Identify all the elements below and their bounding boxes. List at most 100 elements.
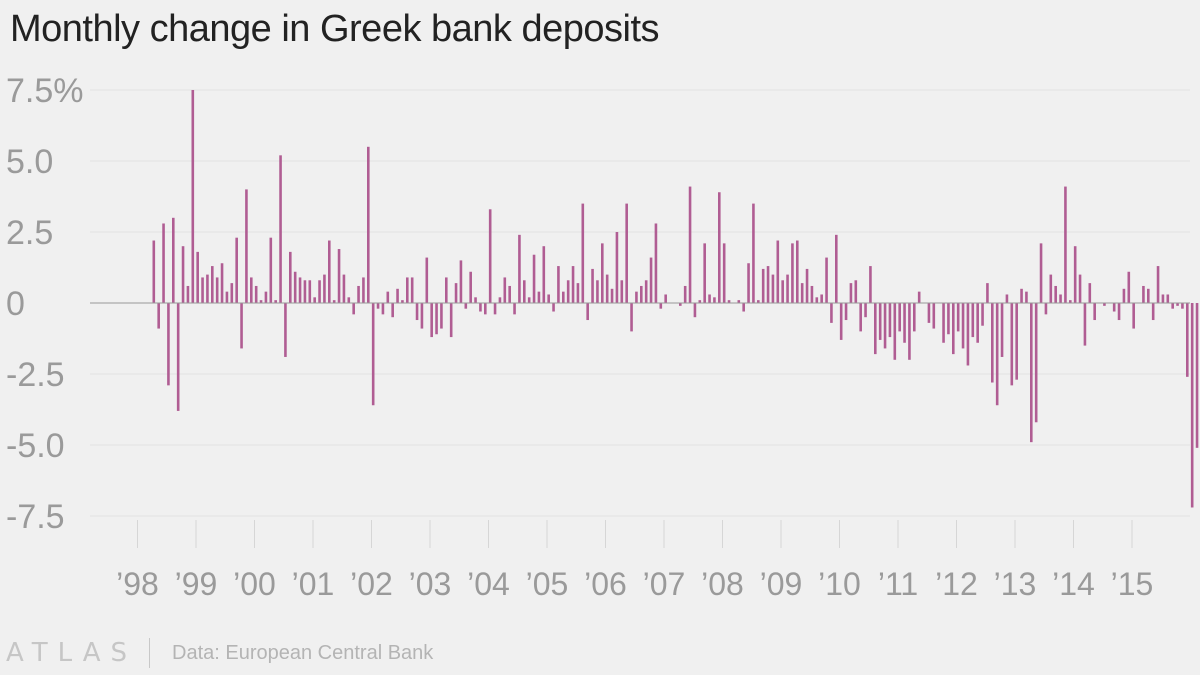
bar — [332, 300, 336, 303]
bar — [1147, 288, 1150, 303]
bar — [152, 240, 156, 303]
bar — [284, 303, 287, 357]
bar — [357, 285, 360, 303]
bar — [640, 285, 643, 303]
bar — [459, 260, 463, 303]
x-tick-label: ’11 — [878, 566, 918, 602]
footer: ATLAS Data: European Central Bank — [6, 636, 433, 670]
bar — [488, 209, 492, 303]
bar — [688, 186, 692, 303]
bar — [615, 232, 619, 303]
bar — [274, 300, 277, 303]
bar — [323, 274, 326, 303]
x-tick-label: ’01 — [292, 566, 335, 602]
bar — [805, 268, 809, 303]
bar — [898, 303, 901, 332]
x-tick-label: ’09 — [760, 566, 803, 602]
bar — [927, 303, 931, 323]
bar — [679, 303, 682, 306]
bar — [167, 303, 170, 386]
bar — [718, 192, 721, 303]
bar — [605, 274, 609, 303]
bar — [854, 280, 858, 303]
bar — [430, 303, 433, 338]
bar — [995, 303, 999, 406]
x-tick-label: ’08 — [701, 566, 744, 602]
bar — [493, 303, 497, 315]
bar — [991, 303, 994, 383]
x-axis-ticks: ’98 ’99 ’00 ’01 ’02 ’03 ’04 ’05 ’06 ’07 ’08 ’09 ’10 ’… — [116, 566, 1153, 602]
x-tick-label: ’12 — [935, 566, 978, 602]
bar — [1054, 285, 1057, 303]
bar — [1030, 303, 1033, 443]
bar — [1020, 288, 1023, 303]
bar — [362, 277, 365, 303]
x-tick-label: ’02 — [350, 566, 393, 602]
bar — [337, 249, 341, 303]
bar — [342, 274, 346, 303]
bar — [206, 274, 209, 303]
bar — [245, 189, 248, 303]
bar — [410, 277, 414, 303]
bar — [835, 234, 838, 303]
bar — [781, 280, 784, 303]
bar — [849, 283, 853, 303]
bar — [693, 303, 697, 318]
bar — [903, 303, 906, 343]
bar — [947, 303, 950, 335]
bar — [796, 240, 799, 303]
bar — [1000, 303, 1004, 357]
y-tick-label: 2.5 — [6, 214, 53, 252]
bar — [386, 291, 390, 303]
x-tick-label: ’14 — [1052, 566, 1095, 602]
bar — [513, 303, 516, 315]
bar — [649, 257, 653, 303]
bar — [635, 291, 638, 303]
bar — [630, 303, 633, 332]
x-tick-label: ’00 — [233, 566, 276, 602]
bar — [830, 303, 833, 323]
bar — [956, 303, 960, 332]
bar — [474, 297, 477, 303]
bar — [596, 280, 599, 303]
bar — [766, 266, 770, 303]
bar — [913, 303, 916, 332]
bar — [1083, 303, 1087, 346]
bar — [376, 303, 380, 309]
bar — [537, 291, 541, 303]
bar — [371, 303, 375, 406]
bar — [932, 303, 936, 329]
bar — [908, 303, 911, 360]
bar — [391, 303, 394, 318]
bar — [220, 263, 224, 303]
bar — [542, 246, 546, 303]
bar — [761, 268, 765, 303]
bar — [976, 303, 979, 343]
bar — [1190, 303, 1194, 508]
bar — [844, 303, 848, 321]
y-tick-label: 5.0 — [6, 143, 53, 181]
bar — [1127, 271, 1131, 303]
bar — [464, 303, 468, 309]
bar — [776, 240, 780, 303]
bar — [1073, 246, 1077, 303]
bar — [1171, 303, 1174, 309]
bar-chart: 7.5%5.02.50-2.5-5.0-7.5 ’98’99’00’01’02’… — [6, 72, 1199, 602]
bar — [1010, 303, 1014, 386]
bar — [176, 303, 180, 411]
bar — [264, 291, 268, 303]
bar — [1088, 283, 1092, 303]
bar — [1078, 274, 1082, 303]
bar — [1093, 303, 1096, 321]
bar — [791, 243, 794, 303]
source-note: Data: European Central Bank — [172, 641, 434, 664]
atlas-logo[interactable]: ATLAS — [6, 638, 138, 668]
bar — [1069, 300, 1072, 303]
bar — [742, 303, 745, 312]
bar — [425, 257, 429, 303]
bar — [523, 280, 526, 303]
bar — [352, 303, 355, 315]
bar — [874, 303, 877, 355]
bar — [883, 303, 887, 349]
bar — [1117, 303, 1121, 321]
